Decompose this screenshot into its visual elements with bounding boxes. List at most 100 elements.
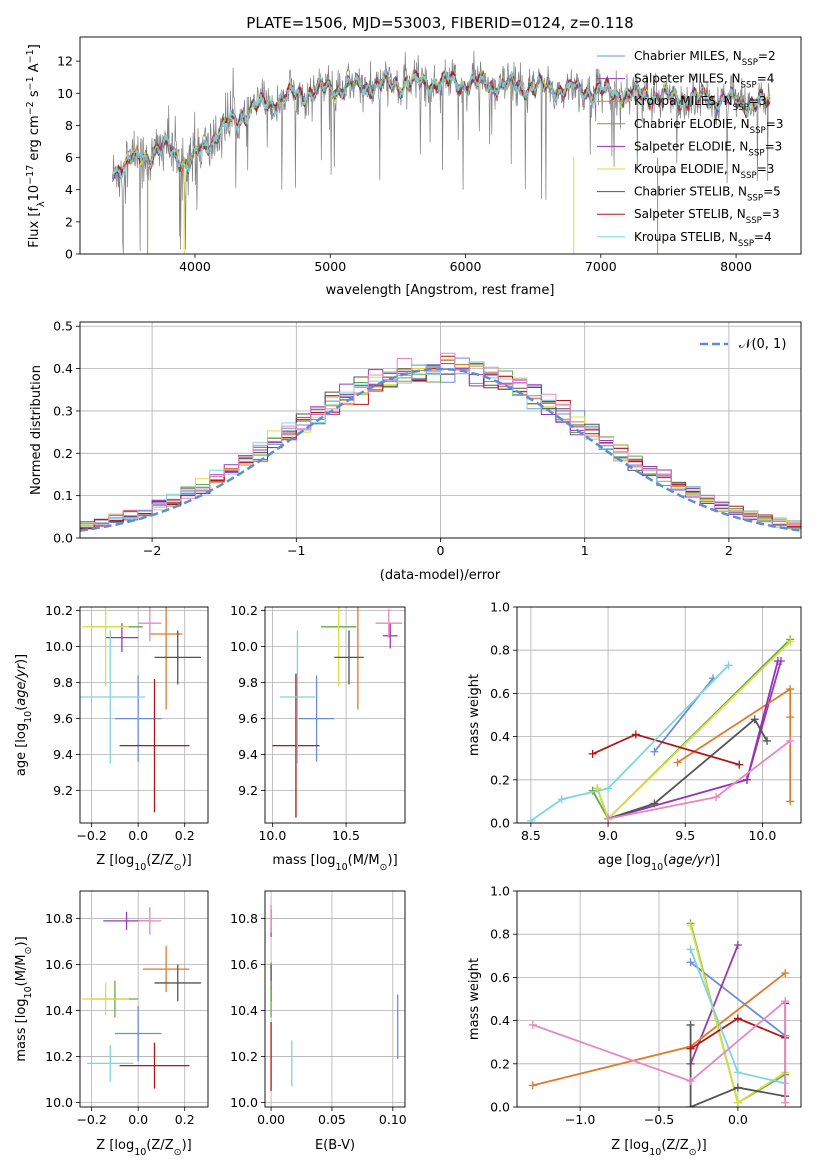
series-marker bbox=[686, 921, 695, 930]
y-tick-label: 1.0 bbox=[490, 600, 510, 615]
series-marker bbox=[557, 795, 566, 804]
series-marker bbox=[763, 736, 772, 745]
label-part: =3 bbox=[762, 207, 780, 221]
age_vs_Z-plot bbox=[80, 607, 202, 813]
age_vs_mass-point-7 bbox=[279, 630, 316, 764]
series-marker bbox=[773, 657, 782, 665]
label-part: M bbox=[353, 853, 364, 868]
age_vs_Z-point-7 bbox=[80, 630, 146, 764]
x-tick-label: 9.5 bbox=[675, 828, 695, 843]
mass_vs_Z-ylabel: mass [log10(M/M⊙)] bbox=[14, 936, 34, 1061]
x-tick-label: 0.10 bbox=[379, 1112, 407, 1127]
massweight_vs_age-xlabel: age [log10(age/yr)] bbox=[598, 853, 720, 873]
y-tick-label: 0.4 bbox=[490, 1013, 510, 1028]
label-sub: SSP bbox=[742, 58, 758, 68]
series-marker bbox=[528, 1020, 537, 1029]
label-part: −17 bbox=[25, 165, 36, 185]
massweight_vs_Z-axes: −1.0 −0.5 0.0 0.0 0.2 0.4 0.6 0.8 1.0 bbox=[490, 884, 802, 1127]
residual_hist-frame bbox=[79, 321, 802, 539]
series-marker bbox=[528, 1081, 537, 1090]
label-part: / bbox=[675, 1138, 680, 1153]
age_vs_Z-ylabel: age [log10(age/yr)] bbox=[14, 654, 34, 776]
label-part: age [log bbox=[598, 853, 651, 868]
label-part: Z bbox=[151, 1138, 160, 1153]
mass_vs_Z-xlabel: Z [log10(Z/Z⊙)] bbox=[96, 1138, 191, 1158]
label-part: M bbox=[368, 853, 379, 868]
massweight_vs_age-frame bbox=[516, 606, 802, 824]
age_vs_mass-point-5 bbox=[334, 630, 364, 685]
label-part: Chabrier MILES, N bbox=[634, 49, 742, 63]
age_vs_Z-axes: −0.2 0.0 0.2 9.2 9.4 9.6 9.8 10.0 10.2 bbox=[45, 603, 209, 843]
label-part: 10 bbox=[649, 1147, 661, 1158]
label-part: erg cm bbox=[27, 115, 42, 164]
x-tick-label: 0.0 bbox=[128, 1112, 148, 1127]
series-marker bbox=[650, 747, 659, 756]
x-tick-label: 0.0 bbox=[728, 1112, 748, 1127]
age_vs_mass-point-1 bbox=[382, 623, 398, 649]
age_vs_Z-frame bbox=[79, 606, 209, 824]
label-part: Z [log bbox=[96, 853, 134, 868]
series-marker bbox=[733, 1098, 742, 1107]
y-tick-label: 0 bbox=[65, 247, 73, 262]
label-part: −1 bbox=[25, 49, 36, 63]
label-sub: SSP bbox=[750, 126, 766, 136]
label-part: / bbox=[160, 1138, 165, 1153]
series-marker bbox=[712, 793, 721, 802]
series-marker bbox=[786, 797, 795, 806]
y-tick-label: 0.3 bbox=[53, 403, 73, 418]
series-marker bbox=[724, 661, 733, 670]
label-part: =3 bbox=[749, 94, 767, 108]
figure-title: PLATE=1506, MJD=53003, FIBERID=0124, z=0… bbox=[246, 14, 633, 32]
label-part: 10 bbox=[336, 862, 348, 873]
label-part: ( bbox=[661, 1138, 666, 1153]
x-tick-label: 10.0 bbox=[258, 828, 286, 843]
series-line bbox=[592, 733, 740, 766]
spectrum-xlabel: wavelength [Angstrom, rest frame] bbox=[326, 283, 555, 298]
label-part: Z bbox=[680, 1138, 689, 1153]
spectrum-model-line-8 bbox=[111, 68, 771, 181]
label-part: )] bbox=[388, 853, 398, 868]
series-marker bbox=[686, 958, 695, 967]
massweight_vs_Z-ylabel: mass weight bbox=[467, 958, 482, 1040]
y-tick-label: 0.4 bbox=[53, 361, 73, 376]
series-marker bbox=[781, 969, 790, 978]
label-part: )] bbox=[697, 1138, 707, 1153]
series-line bbox=[607, 717, 768, 820]
series-line bbox=[530, 664, 730, 822]
label-sub: SSP bbox=[741, 81, 757, 91]
label-part: mass [log bbox=[272, 853, 335, 868]
y-tick-label: 10.0 bbox=[45, 1095, 73, 1110]
x-tick-label: −1.0 bbox=[565, 1112, 595, 1127]
y-tick-label: 0.2 bbox=[490, 772, 510, 787]
label-part: )] bbox=[182, 853, 192, 868]
y-tick-label: 10.2 bbox=[45, 1049, 73, 1064]
mass_vs_Z-axes: −0.2 0.0 0.2 10.0 10.2 10.4 10.6 10.8 bbox=[45, 890, 209, 1127]
x-tick-label: −0.2 bbox=[76, 828, 106, 843]
massweight_vs_age-series-9 bbox=[604, 736, 795, 823]
label-part: =3 bbox=[766, 117, 784, 131]
y-tick-label: 9.6 bbox=[53, 711, 73, 726]
series-marker bbox=[786, 736, 795, 745]
series-marker bbox=[650, 799, 659, 808]
legend-entry: Kroupa STELIB, NSSP=4 bbox=[634, 230, 772, 249]
label-part: ( bbox=[14, 981, 29, 986]
legend-entry: Chabrier ELODIE, NSSP=3 bbox=[634, 117, 783, 136]
label-sub: SSP bbox=[748, 148, 764, 158]
massweight_vs_age-axes: 8.5 9.0 9.5 10.0 0.0 0.2 0.4 0.6 0.8 1.0 bbox=[490, 600, 802, 843]
label-part: =4 bbox=[754, 230, 772, 244]
label-part: Salpeter STELIB, N bbox=[634, 207, 746, 221]
y-tick-label: 10.2 bbox=[45, 603, 73, 618]
y-tick-label: 8 bbox=[65, 118, 73, 133]
label-part: ( bbox=[348, 853, 353, 868]
label-part: Chabrier STELIB, N bbox=[634, 185, 747, 199]
y-tick-label: 10.0 bbox=[230, 1095, 258, 1110]
x-tick-label: −0.5 bbox=[644, 1112, 674, 1127]
label-part: =3 bbox=[757, 162, 775, 176]
label-part: λ bbox=[36, 201, 47, 207]
label-part: Z [log bbox=[96, 1138, 134, 1153]
x-tick-label: 0.05 bbox=[318, 1112, 346, 1127]
series-marker bbox=[604, 784, 613, 793]
series-marker bbox=[733, 941, 742, 949]
